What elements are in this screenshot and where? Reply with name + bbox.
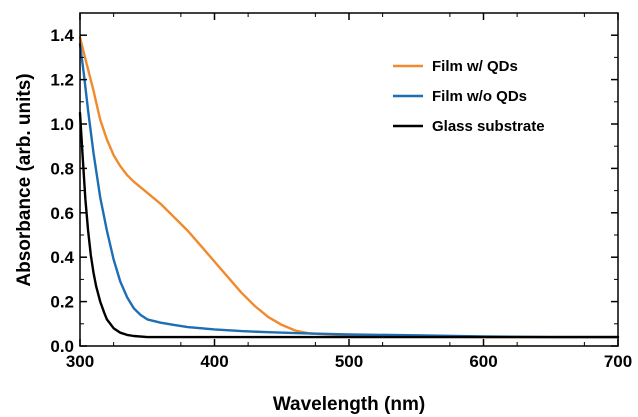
y-tick-label: 0.6 <box>50 204 74 223</box>
legend-label-1: Film w/o QDs <box>432 88 527 105</box>
legend-label-0: Film w/ QDs <box>432 58 518 75</box>
series-line-0 <box>78 36 620 339</box>
y-tick-label: 0.0 <box>50 337 74 356</box>
x-tick-label: 300 <box>66 352 94 371</box>
y-tick-label: 1.4 <box>50 26 74 45</box>
y-tick-label: 0.4 <box>50 248 74 267</box>
y-tick-label: 0.8 <box>50 159 74 178</box>
x-axis-title: Wavelength (nm) <box>273 394 425 415</box>
legend-label-2: Glass substrate <box>432 118 545 135</box>
y-tick-label: 1.0 <box>50 115 74 134</box>
x-tick-label: 400 <box>200 352 228 371</box>
axes-layer: 300 400 500 600 700 0.0 0.2 0.4 0.6 0.8 1.0 1.2 1.4 <box>50 12 632 371</box>
y-tick-label: 1.2 <box>50 71 74 90</box>
x-tick-label: 700 <box>604 352 632 371</box>
plot-frame <box>79 12 619 347</box>
x-tick-label: 600 <box>469 352 497 371</box>
series-layer <box>78 36 620 339</box>
x-tick-label: 500 <box>335 352 363 371</box>
series-line-2 <box>78 111 620 339</box>
y-axis-title: Absorbance (arb. units) <box>14 73 35 286</box>
y-tick-label: 0.2 <box>50 293 74 312</box>
legend: Film w/ QDs Film w/o QDs Glass substrate <box>393 58 545 135</box>
series-line-1 <box>78 42 620 339</box>
